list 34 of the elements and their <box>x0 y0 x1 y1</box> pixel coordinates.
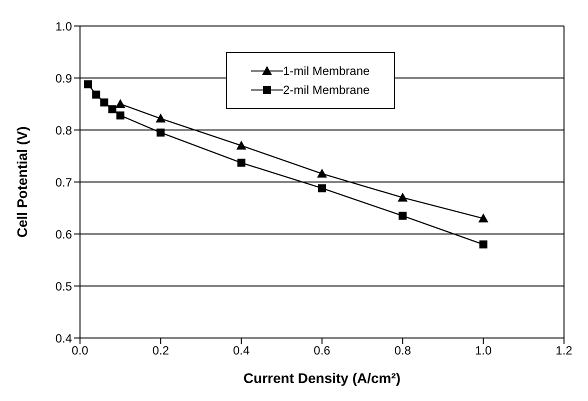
point <box>115 99 126 108</box>
point <box>156 114 166 123</box>
point <box>116 111 124 120</box>
y-tick-label: 0.7 <box>55 175 72 190</box>
y-tick-label: 0.4 <box>55 331 72 346</box>
x-tick-label: 1.0 <box>474 344 492 358</box>
y-axis-title: Cell Potential (V) <box>14 126 30 238</box>
point <box>100 98 108 106</box>
point <box>237 158 246 167</box>
x-tick-label: 0.6 <box>314 344 331 358</box>
legend-label: 1-mil Membrane <box>283 64 370 78</box>
y-tick-label: 0.5 <box>55 279 72 294</box>
point <box>317 168 327 178</box>
legend-label: 2-mil Membrane <box>283 83 370 97</box>
point <box>84 80 92 88</box>
point <box>156 128 165 137</box>
point <box>318 184 326 192</box>
x-tick-label: 1.2 <box>556 344 573 358</box>
point <box>236 140 246 150</box>
point <box>398 192 408 202</box>
x-tick-label: 0.2 <box>152 344 170 358</box>
point <box>108 105 116 114</box>
y-tick-label: 0.9 <box>55 71 72 86</box>
x-tick-label: 0.8 <box>394 344 412 358</box>
point <box>92 90 100 99</box>
x-axis-title: Current Density (A/cm²) <box>243 370 401 386</box>
point <box>398 212 407 220</box>
point <box>478 213 488 222</box>
y-tick-label: 1.0 <box>55 19 72 34</box>
x-tick-label: 0.0 <box>72 344 89 358</box>
y-tick-label: 0.6 <box>55 227 72 242</box>
point <box>479 240 488 248</box>
x-tick-label: 0.4 <box>232 344 250 358</box>
y-tick-label: 0.8 <box>55 123 72 138</box>
